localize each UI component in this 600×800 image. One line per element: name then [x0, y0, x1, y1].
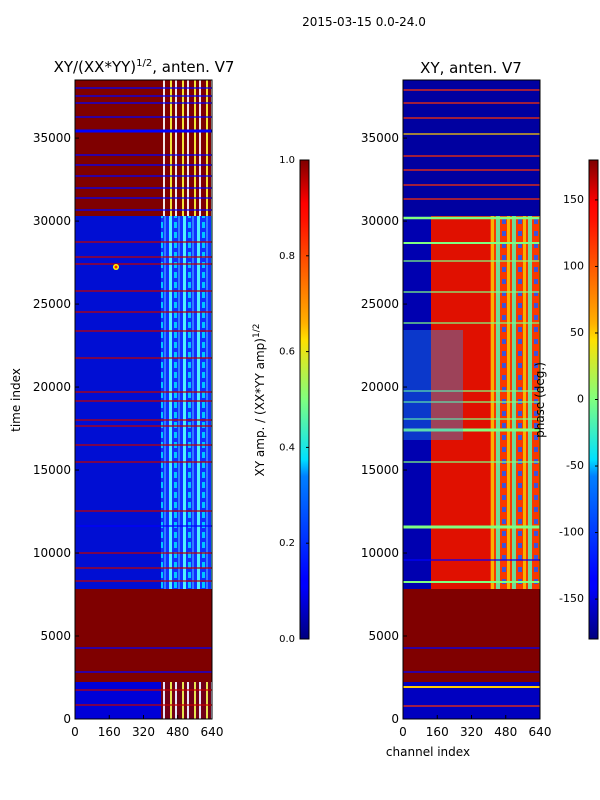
ytick-label: 10000 [33, 546, 71, 560]
left-band-bottom [161, 682, 212, 719]
right-stripes [403, 89, 540, 707]
colorbar-tick-label: 100 [563, 259, 584, 272]
xtick-label: 160 [426, 725, 449, 739]
right-heatmap-image [403, 80, 540, 719]
ytick-label: 25000 [361, 297, 399, 311]
right-title: XY, anten. V7 [420, 59, 522, 77]
right-region-red-lower [403, 589, 540, 682]
ytick-label: 25000 [33, 297, 71, 311]
left-xticks: 0 160 320 480 640 [71, 715, 223, 739]
ytick-label: 15000 [361, 463, 399, 477]
ytick-label: 5000 [368, 629, 399, 643]
ytick-label: 30000 [33, 214, 71, 228]
xtick-label: 480 [494, 725, 517, 739]
left-title: XY/(XX*YY)1/2, anten. V7 [54, 58, 235, 76]
left-region-saturated-lower [75, 589, 212, 682]
right-xlabel: channel index [386, 745, 470, 759]
xtick-label: 160 [98, 725, 121, 739]
colorbar-tick-label: 0.2 [279, 538, 295, 549]
right-region-blue-top [403, 80, 540, 216]
ytick-label: 10000 [361, 546, 399, 560]
left-bright-spot-core [114, 265, 118, 269]
colorbar-tick-label: -50 [566, 459, 584, 472]
figure-suptitle: 2015-03-15 0.0-24.0 [302, 15, 426, 29]
ytick-label: 20000 [361, 380, 399, 394]
right-panel: XY, anten. V7 [361, 59, 552, 759]
xtick-label: 480 [166, 725, 189, 739]
left-colorbar-gradient [299, 159, 310, 640]
ytick-label: 35000 [33, 131, 71, 145]
colorbar-tick-label: 0 [577, 393, 584, 406]
left-lowchan-middle [75, 216, 161, 589]
xtick-label: 640 [201, 725, 224, 739]
colorbar-tick-label: 0.6 [279, 347, 295, 358]
right-noise-block [403, 330, 463, 440]
colorbar-tick-label: 0.8 [279, 251, 295, 262]
right-yticks: 0 5000 10000 15000 20000 25000 30000 35000 [361, 131, 407, 726]
colorbar-tick-label: 0.0 [279, 634, 295, 645]
ytick-label: 30000 [361, 214, 399, 228]
colorbar-tick-label: 150 [563, 193, 584, 206]
colorbar-tick-label: 1.0 [279, 155, 295, 166]
ytick-label: 20000 [33, 380, 71, 394]
ytick-label: 15000 [33, 463, 71, 477]
left-yticks: 0 5000 10000 15000 20000 25000 30000 35000 [33, 131, 79, 726]
xtick-label: 640 [529, 725, 552, 739]
ytick-label: 35000 [361, 131, 399, 145]
left-stripes [75, 87, 212, 706]
colorbar-tick-label: -100 [559, 526, 584, 539]
right-colorbar: -150 -100 -50 0 50 100 150 phase (deg.) [533, 159, 599, 640]
xtick-label: 320 [132, 725, 155, 739]
left-heatmap-image [75, 80, 212, 719]
left-band-upper [161, 80, 212, 216]
left-colorbar-ticks: 0.0 0.2 0.4 0.6 0.8 1.0 [279, 155, 309, 645]
colorbar-tick-label: -150 [559, 592, 584, 605]
ytick-label: 0 [391, 712, 399, 726]
left-colorbar: 0.0 0.2 0.4 0.6 0.8 1.0 XY amp. / (XX*YY amp)… [252, 155, 310, 645]
colorbar-tick-label: 0.4 [279, 442, 295, 453]
xtick-label: 0 [71, 725, 79, 739]
left-colorbar-label: XY amp. / (XX*YY amp)1/2 [252, 324, 267, 477]
left-ylabel: time index [9, 368, 23, 432]
left-band-middle [161, 216, 212, 589]
right-xticks: 0 160 320 480 640 [399, 715, 551, 739]
right-region-blue-bottom [403, 682, 540, 719]
left-panel: XY/(XX*YY)1/2, anten. V7 [9, 58, 234, 739]
colorbar-tick-label: 50 [570, 326, 584, 339]
xtick-label: 0 [399, 725, 407, 739]
xtick-label: 320 [460, 725, 483, 739]
ytick-label: 0 [63, 712, 71, 726]
ytick-label: 5000 [40, 629, 71, 643]
right-colorbar-ticks: -150 -100 -50 0 50 100 150 [559, 193, 598, 605]
right-colorbar-label: phase (deg.) [533, 362, 547, 438]
